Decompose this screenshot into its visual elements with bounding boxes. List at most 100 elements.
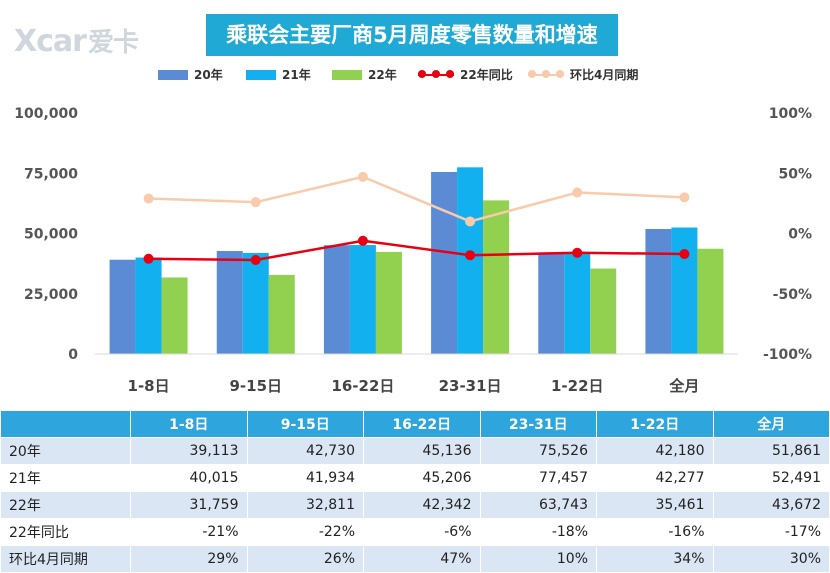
legend-dot-yoy-1 — [418, 70, 426, 78]
xcar-logo: Xcar爱卡 — [14, 22, 139, 59]
point-环比4月同期 — [357, 171, 368, 182]
legend-dot-yoy-2 — [432, 70, 440, 78]
point-22年同比 — [357, 235, 368, 246]
chart-legend: 20年 21年 22年 22年同比 环比4月同期 — [150, 66, 690, 84]
bar-21年 — [671, 227, 698, 354]
table-cell: 63,743 — [479, 491, 597, 519]
table-cell: -18% — [479, 518, 597, 546]
line-22年同比 — [148, 239, 685, 262]
point-环比4月同期 — [679, 192, 690, 203]
table-cell: -21% — [130, 518, 248, 546]
legend-dot-mom-1 — [528, 70, 536, 78]
point-环比4月同期 — [465, 216, 476, 227]
table-row: 21年 40,015 41,934 45,206 77,457 42,277 5… — [0, 464, 830, 492]
legend-label-21: 21年 — [282, 68, 311, 82]
bar-21年 — [349, 245, 376, 354]
table-header-cell: 16-22日 — [363, 410, 481, 438]
table-cell: 39,113 — [130, 437, 248, 465]
bar-22年 — [161, 277, 188, 354]
point-22年同比 — [679, 248, 690, 259]
table-cell: 34% — [596, 545, 714, 573]
table-cell: 30% — [712, 545, 830, 573]
x-axis-tick-label: 23-31日 — [439, 377, 502, 395]
table-header-cell: 全月 — [712, 410, 830, 438]
table-cell: -22% — [246, 518, 364, 546]
table-cell: 75,526 — [479, 437, 597, 465]
legend-swatch-20 — [158, 70, 188, 80]
y-axis-tick-label: 0 — [68, 347, 78, 363]
table-cell: 35,461 — [596, 491, 714, 519]
line-环比4月同期 — [148, 175, 685, 223]
table-header-cell: 1-8日 — [130, 410, 248, 438]
y2-axis-tick-label: 50% — [778, 166, 812, 182]
bar-21年 — [242, 252, 269, 354]
point-环比4月同期 — [250, 197, 261, 208]
table-cell: 77,457 — [479, 464, 597, 492]
table-cell: -16% — [596, 518, 714, 546]
x-axis-tick-label: 9-15日 — [229, 377, 282, 395]
combo-chart: 0 25,000 50,000 75,000 100,000 -100% -50% 0% 50%… — [14, 106, 812, 395]
data-table: 1-8日 9-15日 16-22日 23-31日 1-22日 全月 20年 39… — [0, 410, 830, 573]
bar-20年 — [216, 251, 243, 354]
y-axis-tick-label: 75,000 — [24, 166, 78, 182]
row-label: 20年 — [0, 437, 131, 465]
legend-label-20: 20年 — [194, 68, 223, 82]
table-cell: 42,342 — [363, 491, 481, 519]
table-cell: 32,811 — [246, 491, 364, 519]
table-cell: 52,491 — [712, 464, 830, 492]
logo-text: Xcar — [14, 24, 87, 59]
legend-label-22: 22年 — [368, 68, 397, 82]
legend-dot-yoy-3 — [446, 70, 454, 78]
table-cell: 43,672 — [712, 491, 830, 519]
table-cell: 42,180 — [596, 437, 714, 465]
y-axis-tick-label: 100,000 — [14, 106, 78, 122]
point-22年同比 — [572, 247, 583, 258]
y2-axis-tick-label: 100% — [769, 106, 812, 122]
row-label: 22年同比 — [0, 518, 131, 546]
table-cell: 10% — [479, 545, 597, 573]
y2-axis-tick-label: -50% — [773, 287, 812, 303]
table-header-cell: 23-31日 — [479, 410, 597, 438]
legend-label-mom: 环比4月同期 — [570, 68, 639, 82]
point-环比4月同期 — [143, 193, 154, 204]
bar-21年 — [135, 257, 162, 354]
x-axis-tick-label: 全月 — [668, 377, 699, 395]
table-header-cell — [0, 410, 131, 438]
y-axis-tick-label: 50,000 — [24, 227, 78, 243]
table-header-row: 1-8日 9-15日 16-22日 23-31日 1-22日 全月 — [0, 410, 830, 438]
x-axis-tick-label: 16-22日 — [331, 377, 394, 395]
table-cell: 42,277 — [596, 464, 714, 492]
table-row: 22年同比 -21% -22% -6% -18% -16% -17% — [0, 518, 830, 546]
legend-swatch-22 — [332, 70, 362, 80]
legend-dot-mom-2 — [542, 70, 550, 78]
table-cell: 26% — [246, 545, 364, 573]
table-header-cell: 9-15日 — [246, 410, 364, 438]
bar-22年 — [697, 248, 724, 354]
bar-20年 — [645, 229, 672, 354]
table-cell: 40,015 — [130, 464, 248, 492]
bar-22年 — [375, 251, 402, 354]
table-cell: 45,206 — [363, 464, 481, 492]
bar-22年 — [590, 268, 617, 354]
bar-20年 — [109, 259, 136, 354]
y-axis-tick-label: 25,000 — [24, 287, 78, 303]
bar-22年 — [268, 274, 295, 354]
legend-dot-mom-3 — [556, 70, 564, 78]
chart-title: 乘联会主要厂商5月周度零售数量和增速 — [206, 14, 618, 56]
point-22年同比 — [250, 255, 261, 266]
table-cell: 42,730 — [246, 437, 364, 465]
bar-20年 — [323, 245, 350, 354]
row-label: 22年 — [0, 491, 131, 519]
table-cell: 29% — [130, 545, 248, 573]
x-axis-tick-label: 1-22日 — [551, 377, 604, 395]
legend-swatch-21 — [246, 70, 276, 80]
table-cell: 51,861 — [712, 437, 830, 465]
point-环比4月同期 — [572, 187, 583, 198]
table-cell: 47% — [363, 545, 481, 573]
table-cell: -17% — [712, 518, 830, 546]
table-cell: 31,759 — [130, 491, 248, 519]
table-row: 22年 31,759 32,811 42,342 63,743 35,461 4… — [0, 491, 830, 519]
logo-cn-text: 爱卡 — [87, 28, 139, 58]
bar-21年 — [457, 167, 484, 354]
row-label: 环比4月同期 — [0, 545, 131, 573]
